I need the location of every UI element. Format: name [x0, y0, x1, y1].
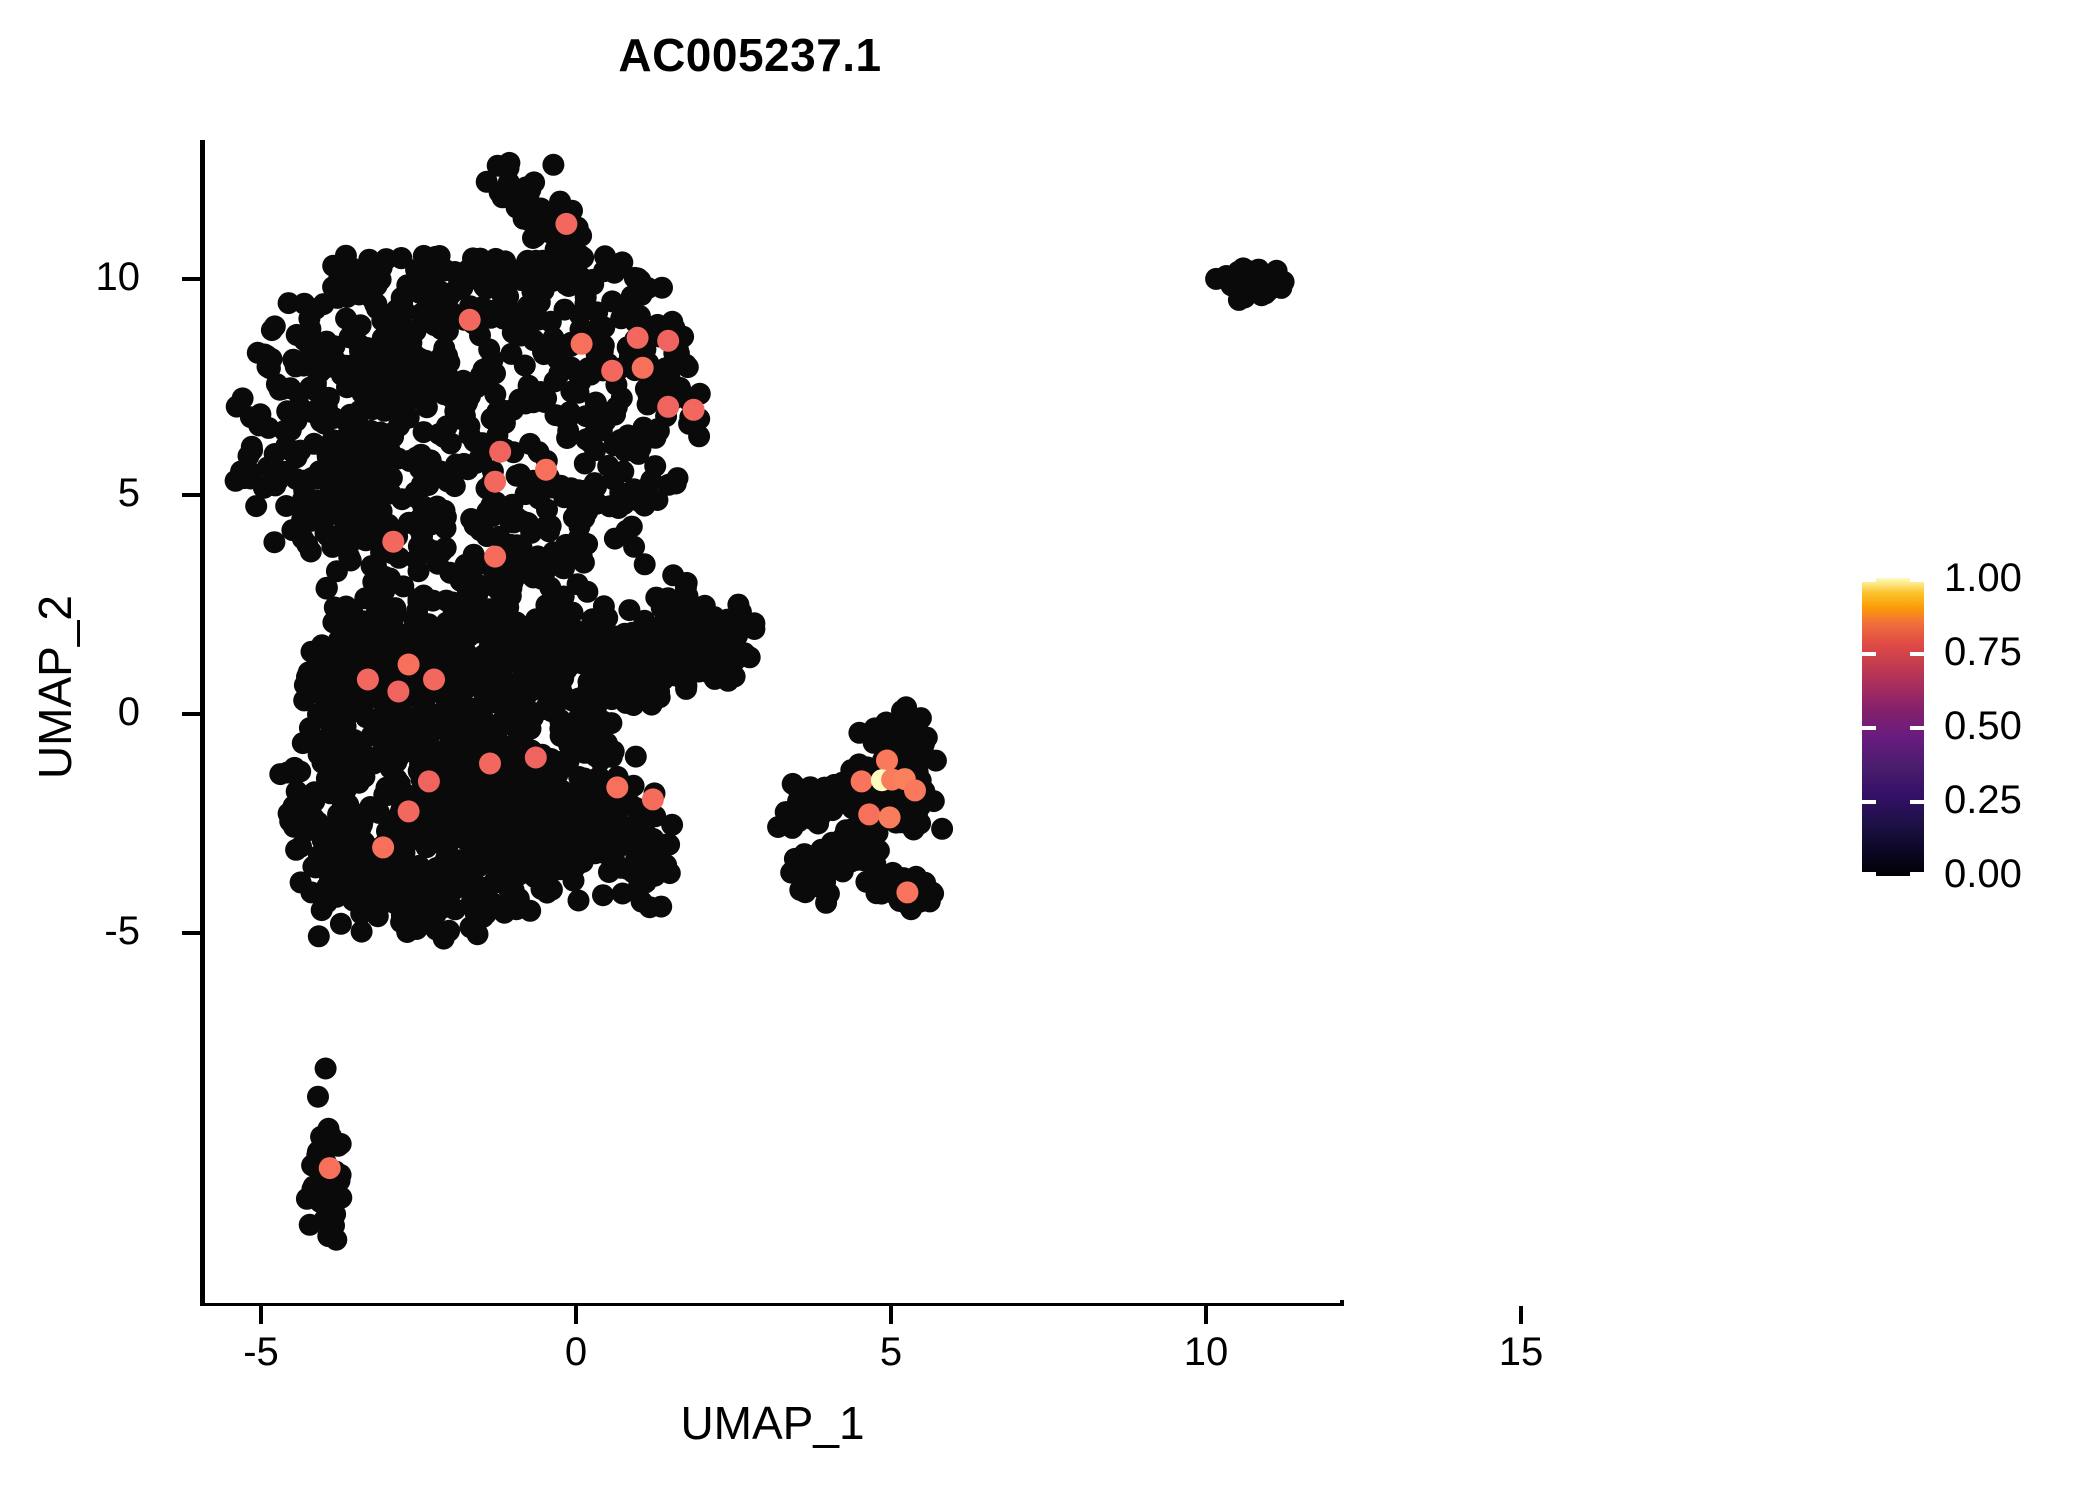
colorbar-tick-0.75-right [1910, 652, 1924, 656]
colorbar-tick-1.00-left [1862, 578, 1876, 582]
x-tick-mark-10 [1204, 1306, 1208, 1324]
colorbar-tick-0.50-left [1862, 726, 1876, 730]
y-tick-mark-10 [182, 277, 200, 281]
x-axis-line [200, 1300, 1344, 1306]
colorbar-label-1.00: 1.00 [1944, 556, 2022, 600]
x-tick-label-neg5: -5 [243, 1330, 279, 1374]
colorbar-label-0.75: 0.75 [1944, 630, 2022, 674]
y-tick-mark-5 [182, 493, 200, 497]
x-tick-label-10: 10 [1183, 1330, 1229, 1374]
x-tick-mark-0 [574, 1306, 578, 1324]
x-axis-title: UMAP_1 [680, 1397, 865, 1449]
scatter-points-layer [224, 151, 1295, 1251]
x-tick-mark-neg5 [259, 1306, 263, 1324]
x-tick-mark-5 [889, 1306, 893, 1324]
y-tick-label-10: 10 [95, 255, 141, 299]
colorbar-legend: 1.00 0.75 0.50 0.25 0.00 [1862, 558, 2092, 894]
colorbar-tick-0.25-right [1910, 800, 1924, 804]
colorbar-tick-0.00-right [1910, 872, 1924, 876]
page-title: AC005237.1 [618, 29, 882, 81]
colorbar-label-0.25: 0.25 [1944, 778, 2022, 822]
y-tick-mark-0 [182, 712, 200, 716]
y-axis-title: UMAP_2 [29, 594, 81, 780]
y-tick-label-neg5: -5 [104, 909, 140, 953]
colorbar-label-0.00: 0.00 [1944, 852, 2022, 896]
x-tick-mark-15 [1519, 1306, 1523, 1324]
y-tick-label-5: 5 [117, 471, 140, 515]
colorbar-tick-0.00-left [1862, 872, 1876, 876]
x-tick-label-15: 15 [1498, 1330, 1544, 1374]
colorbar-label-0.50: 0.50 [1944, 704, 2022, 748]
colorbar-tick-1.00-right [1910, 578, 1924, 582]
scatter-panel [205, 140, 1340, 1303]
x-tick-label-0: 0 [564, 1330, 588, 1374]
colorbar-tick-0.50-right [1910, 726, 1924, 730]
colorbar-tick-0.25-left [1862, 800, 1876, 804]
x-tick-label-5: 5 [879, 1330, 903, 1374]
y-tick-mark-neg5 [182, 931, 200, 935]
y-axis-line [200, 140, 206, 1306]
colorbar-tick-0.75-left [1862, 652, 1876, 656]
y-tick-label-0: 0 [117, 690, 140, 734]
